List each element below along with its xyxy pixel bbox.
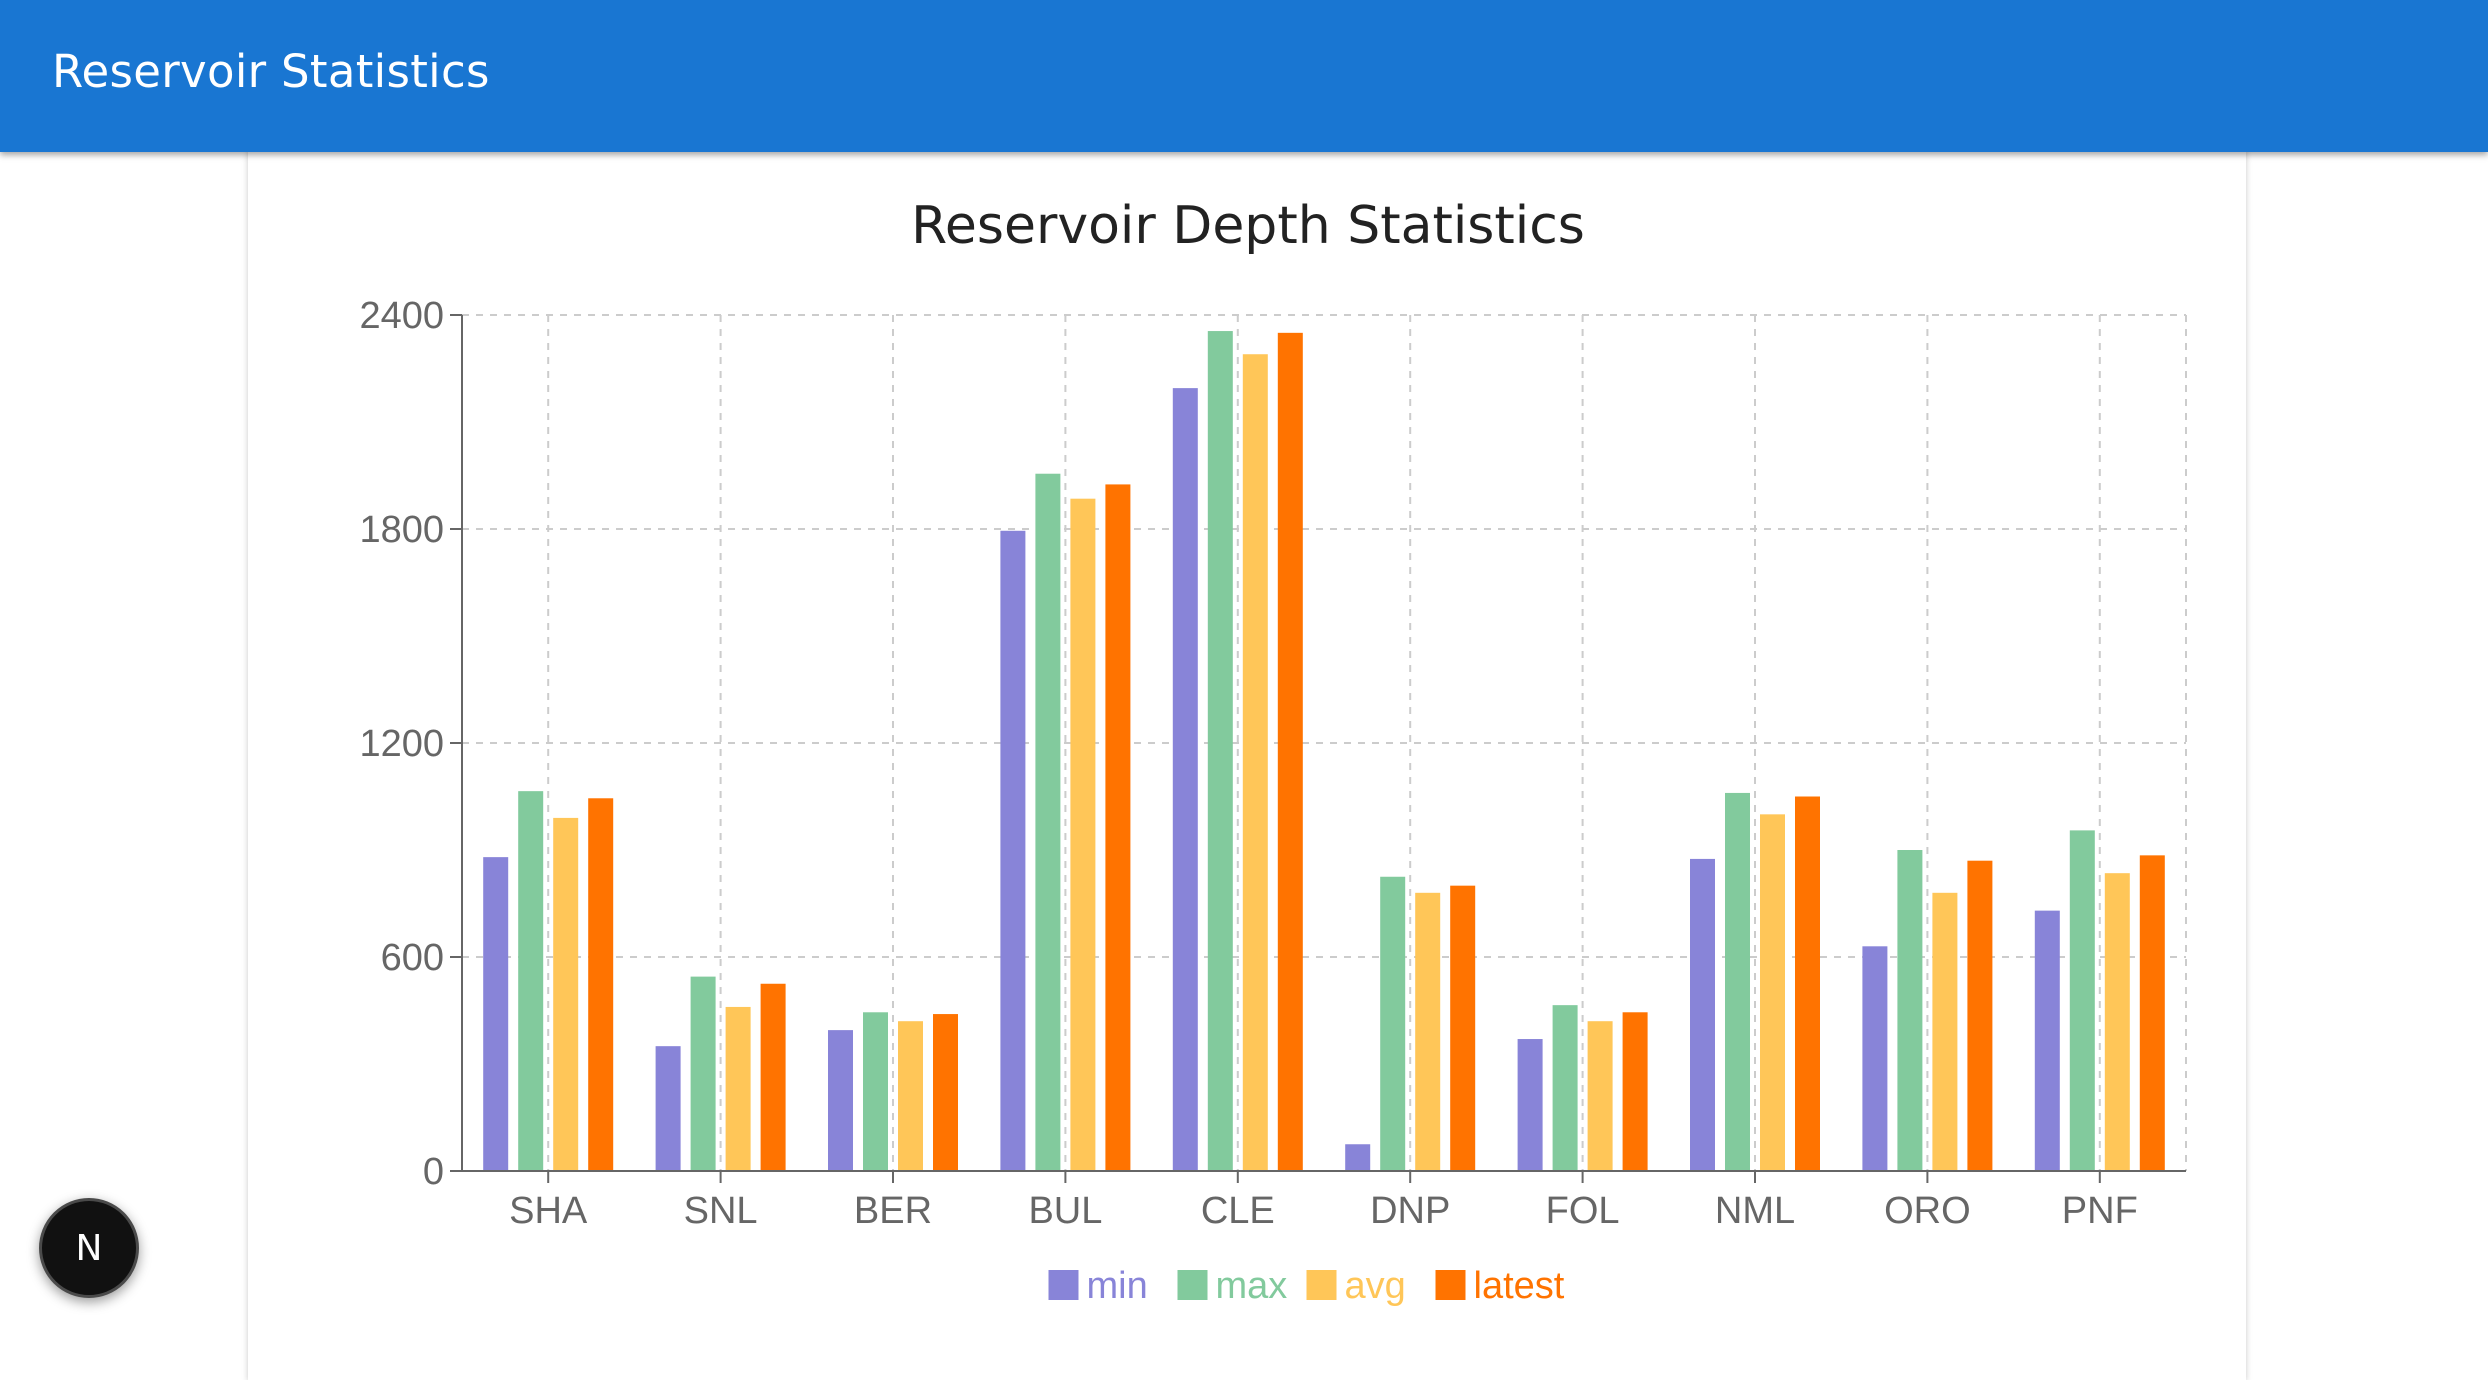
bar-chart: Reservoir Depth Statistics 0 600 1200 1800 2… <box>359 196 2187 1307</box>
bar-max-bul <box>1035 473 1061 1171</box>
legend-item-min[interactable]: min <box>1048 1265 1148 1307</box>
legend-label-latest: latest <box>1474 1265 1565 1307</box>
bar-max-oro <box>1897 850 1923 1171</box>
legend-item-avg[interactable]: avg <box>1306 1265 1406 1307</box>
legend-swatch-max <box>1177 1270 1208 1300</box>
bar-max-pnf <box>2069 830 2095 1171</box>
x-tick-label-oro: ORO <box>1884 1190 1971 1232</box>
bar-latest-pnf <box>2139 855 2165 1171</box>
bar-min-dnp <box>1345 1144 1371 1171</box>
bar-min-fol <box>1517 1039 1543 1171</box>
bar-avg-sha <box>553 817 579 1171</box>
legend-item-max[interactable]: max <box>1177 1265 1288 1307</box>
legend[interactable]: min max avg latest <box>1048 1265 1565 1307</box>
y-tick-label: 600 <box>381 937 444 979</box>
bar-latest-oro <box>1967 860 1993 1171</box>
next-logo-icon: N <box>76 1228 103 1269</box>
bar-max-nml <box>1725 792 1750 1171</box>
bar-avg-snl <box>725 1006 751 1171</box>
bar-avg-nml <box>1760 814 1785 1171</box>
legend-swatch-min <box>1048 1270 1079 1300</box>
bars <box>483 331 2165 1172</box>
x-tick-label-fol: FOL <box>1546 1190 1620 1232</box>
axes: 0 600 1200 1800 2400 SHA SNL BER BUL CLE DNP FOL NML… <box>359 295 2186 1232</box>
bar-latest-fol <box>1622 1012 1648 1171</box>
x-tick-label-nml: NML <box>1715 1190 1795 1232</box>
legend-swatch-latest <box>1435 1270 1466 1300</box>
app-bar: Reservoir Statistics <box>0 0 2488 152</box>
x-tick-label-bul: BUL <box>1028 1190 1102 1232</box>
bar-latest-nml <box>1795 796 1820 1171</box>
bar-avg-ber <box>898 1021 923 1171</box>
bar-latest-dnp <box>1450 885 1476 1171</box>
x-tick-label-pnf: PNF <box>2062 1190 2138 1232</box>
bar-min-ber <box>828 1030 853 1171</box>
x-tick-label-cle: CLE <box>1201 1190 1275 1232</box>
bar-min-nml <box>1690 858 1715 1171</box>
bar-latest-cle <box>1277 332 1303 1171</box>
bar-avg-bul <box>1070 498 1096 1171</box>
bar-min-oro <box>1862 946 1888 1171</box>
bar-latest-ber <box>933 1014 958 1171</box>
bar-max-fol <box>1552 1005 1578 1171</box>
bar-latest-bul <box>1105 484 1131 1172</box>
bar-min-snl <box>655 1046 681 1171</box>
bar-min-bul <box>1000 530 1026 1171</box>
next-dev-badge[interactable]: N <box>39 1198 139 1298</box>
bar-avg-oro <box>1932 892 1958 1171</box>
bar-min-cle <box>1172 388 1198 1171</box>
chart-title: Reservoir Depth Statistics <box>911 196 1585 256</box>
grid-lines <box>462 314 2187 1171</box>
bar-avg-pnf <box>2104 873 2130 1171</box>
app-title: Reservoir Statistics <box>52 45 490 98</box>
y-tick-label: 0 <box>423 1151 444 1193</box>
chart-card: Reservoir Depth Statistics 0 600 1200 1800 2… <box>248 120 2246 1380</box>
bar-max-cle <box>1207 331 1233 1171</box>
legend-label-max: max <box>1216 1265 1288 1307</box>
bar-latest-sha <box>588 798 614 1171</box>
bar-latest-snl <box>760 983 786 1171</box>
bar-avg-cle <box>1242 354 1268 1171</box>
x-tick-label-sha: SHA <box>509 1190 588 1232</box>
y-tick-label: 1200 <box>359 723 444 765</box>
x-tick-label-snl: SNL <box>684 1190 758 1232</box>
bar-max-ber <box>863 1012 888 1171</box>
y-tick-label: 1800 <box>359 509 444 551</box>
bar-avg-fol <box>1587 1021 1613 1171</box>
x-tick-label-dnp: DNP <box>1370 1190 1450 1232</box>
legend-label-avg: avg <box>1345 1265 1406 1307</box>
bar-min-sha <box>483 857 509 1171</box>
bar-max-dnp <box>1380 876 1406 1171</box>
bar-max-snl <box>690 976 716 1171</box>
x-tick-label-ber: BER <box>854 1190 932 1232</box>
legend-item-latest[interactable]: latest <box>1435 1265 1565 1307</box>
bar-avg-dnp <box>1415 892 1441 1171</box>
bar-min-pnf <box>2034 910 2060 1171</box>
legend-label-min: min <box>1087 1265 1148 1307</box>
bar-max-sha <box>518 791 544 1171</box>
y-tick-label: 2400 <box>359 295 444 337</box>
next-logo-letter: N <box>76 1228 103 1269</box>
legend-swatch-avg <box>1306 1270 1337 1300</box>
